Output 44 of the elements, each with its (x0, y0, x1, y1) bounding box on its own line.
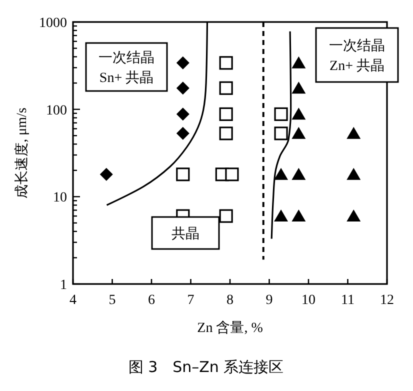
x-tick-label: 10 (302, 293, 316, 308)
y-tick-label: 1000 (39, 16, 67, 31)
point (274, 168, 288, 180)
x-tick-label: 9 (266, 293, 273, 308)
point (346, 126, 361, 139)
point (176, 126, 190, 140)
y-tick-label: 10 (53, 190, 67, 206)
x-tick-label: 11 (341, 293, 354, 308)
point (176, 108, 190, 121)
point (176, 168, 190, 182)
x-tick-label: 8 (226, 293, 234, 308)
point (274, 126, 288, 140)
point (219, 107, 233, 121)
y-tick-label: 1 (60, 278, 67, 293)
point (346, 168, 361, 180)
point (346, 210, 361, 222)
point (292, 210, 306, 222)
y-tick-label: 100 (46, 103, 67, 118)
x-tick-label: 4 (70, 293, 76, 308)
x-tick-label: 12 (380, 293, 394, 308)
y-axis-title: 成长速度, μm/s (14, 108, 30, 198)
point (219, 81, 233, 95)
point (219, 209, 233, 223)
point (176, 56, 190, 70)
x-tick-label: 7 (187, 293, 194, 308)
point (176, 82, 190, 95)
point (100, 168, 113, 181)
point (274, 107, 288, 121)
point (219, 56, 233, 70)
annotation: 一次结晶 Zn+ 共晶 (329, 38, 385, 74)
x-tick-label: 5 (108, 293, 116, 308)
point (225, 168, 239, 182)
point (292, 82, 306, 94)
point (219, 126, 233, 140)
point (292, 56, 306, 68)
point (292, 126, 306, 139)
point (292, 168, 306, 180)
caption: 图 3 Sn–Zn 系连接区 (128, 358, 284, 376)
x-axis-title: Zn 含量, % (197, 320, 264, 336)
annotation: 共晶 (172, 226, 200, 242)
point (274, 210, 288, 222)
annotation: 一次结晶 Sn+ 共晶 (98, 50, 154, 86)
x-tick-label: 6 (148, 293, 155, 308)
point (292, 108, 306, 120)
